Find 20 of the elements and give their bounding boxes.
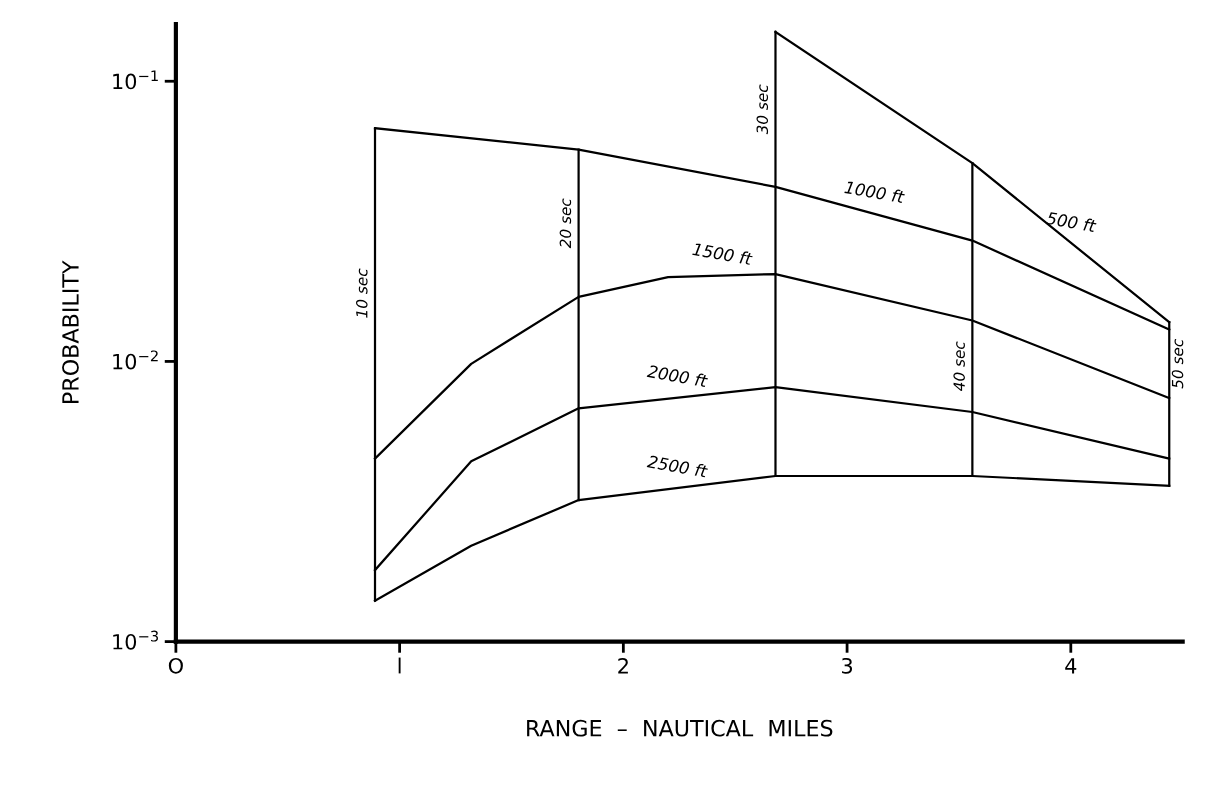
x-tick-label: 3 [842,657,853,674]
text: 30 sec [756,84,769,135]
x-tick-label: 4 [1065,658,1077,674]
text: 50 sec [1171,338,1184,389]
y-tick-label: 10$^{−2}$ [113,350,158,370]
y-tick-label: 10$^{−3}$ [113,630,158,650]
text: 20 sec [559,198,572,249]
x-tick-label: 2 [618,657,628,674]
text: 2000 ft [646,364,709,388]
y-tick-label: 10$^{−1}$ [113,70,158,90]
text: 1500 ft [692,242,754,266]
text: 10 sec [356,268,368,318]
text: 2500 ft [646,454,709,478]
x-axis-title: RANGE – NAUTICAL MILES [527,719,833,737]
text: 500 ft [1045,211,1098,233]
text: 40 sec [953,341,965,391]
text: 1000 ft [844,180,906,204]
x-tick-label: l [398,657,401,674]
x-tick-label: O [168,657,183,674]
y-axis-title: PROBABILITY [62,260,79,403]
